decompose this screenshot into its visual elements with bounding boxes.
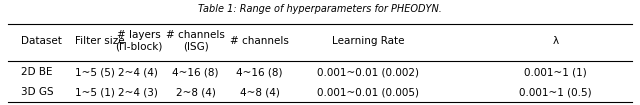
Text: 0.001~1 (0.5): 0.001~1 (0.5): [520, 87, 592, 97]
Text: 2D BE: 2D BE: [20, 67, 52, 77]
Text: Dataset: Dataset: [20, 36, 61, 46]
Text: Learning Rate: Learning Rate: [332, 36, 404, 46]
Text: 4~16 (8): 4~16 (8): [173, 67, 219, 77]
Text: # channels
(ISG): # channels (ISG): [166, 30, 225, 52]
Text: 2~4 (4): 2~4 (4): [118, 67, 158, 77]
Text: 4~16 (8): 4~16 (8): [236, 67, 283, 77]
Text: Filter size: Filter size: [75, 36, 124, 46]
Text: 2~8 (4): 2~8 (4): [176, 87, 216, 97]
Text: 0.001~0.01 (0.005): 0.001~0.01 (0.005): [317, 87, 419, 97]
Text: # layers
(Π-block): # layers (Π-block): [115, 30, 162, 52]
Text: 1~5 (5): 1~5 (5): [75, 67, 115, 77]
Text: 0.001~0.01 (0.002): 0.001~0.01 (0.002): [317, 67, 419, 77]
Text: λ: λ: [553, 36, 559, 46]
Text: 4~8 (4): 4~8 (4): [239, 87, 280, 97]
Text: Table 1: Range of hyperparameters for PHEODYN.: Table 1: Range of hyperparameters for PH…: [198, 4, 442, 14]
Text: 3D GS: 3D GS: [20, 87, 53, 97]
Text: 2~4 (3): 2~4 (3): [118, 87, 158, 97]
Text: 1~5 (1): 1~5 (1): [75, 87, 115, 97]
Text: # channels: # channels: [230, 36, 289, 46]
Text: 0.001~1 (1): 0.001~1 (1): [524, 67, 587, 77]
